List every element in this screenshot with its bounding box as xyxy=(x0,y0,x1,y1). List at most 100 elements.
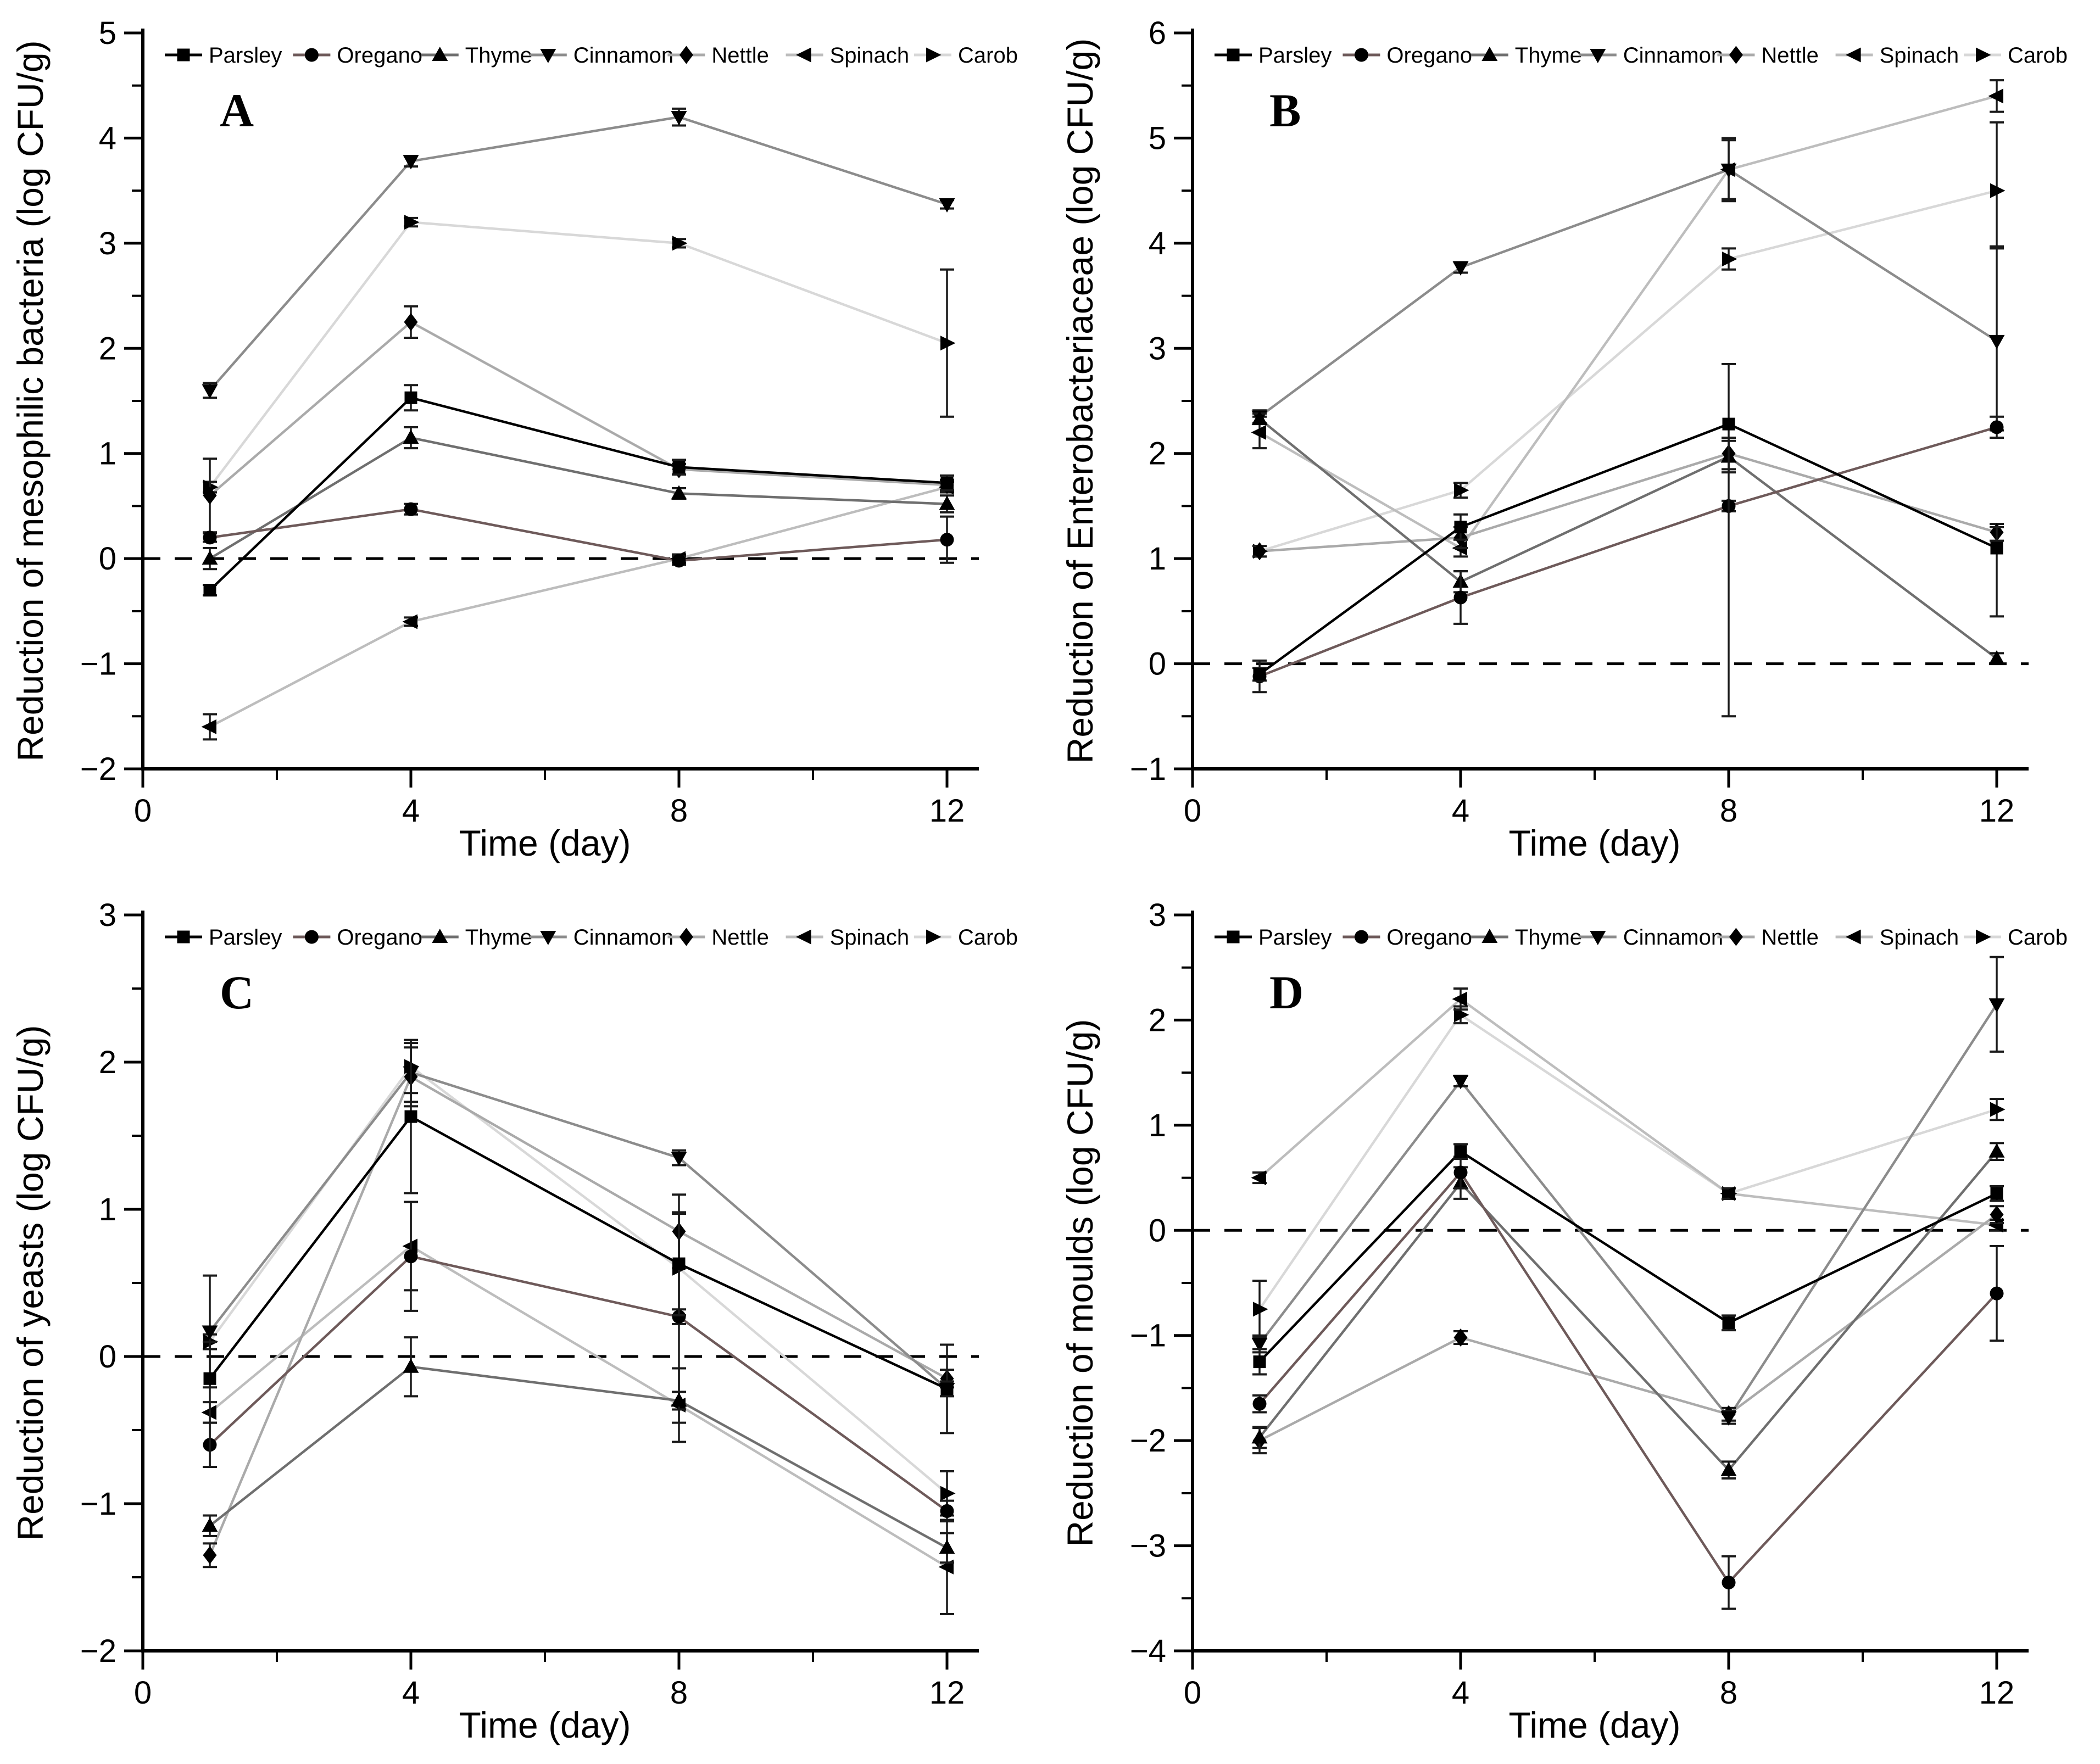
circle-marker xyxy=(304,930,319,944)
x-tick-label: 4 xyxy=(402,793,420,829)
legend-label: Oregano xyxy=(337,43,422,68)
triangle-left-marker xyxy=(1846,47,1861,63)
panel-letter: A xyxy=(220,84,254,137)
y-tick-label: 3 xyxy=(99,897,116,933)
circle-marker xyxy=(940,1504,954,1518)
series-points-spinach xyxy=(201,1201,954,1615)
y-axis-title: Reduction of Enterobacteriaceae (log CFU… xyxy=(1060,38,1100,764)
legend-label: Parsley xyxy=(1258,43,1332,68)
triangle-up-marker xyxy=(939,1539,955,1554)
panel-a: 5 4 3 2 1 0 −1 −2 0 4 8 12 Parsley Oregano Thyme Cinnam… xyxy=(0,0,1050,882)
series-points-thyme xyxy=(1251,410,2005,665)
diamond-marker xyxy=(1252,542,1267,561)
square-marker xyxy=(203,584,216,597)
circle-marker xyxy=(940,533,954,547)
legend: Parsley Oregano Thyme Cinnamon Nettle Spinach… xyxy=(1215,925,2068,950)
legend-label: Carob xyxy=(2008,43,2068,68)
legend-label: Thyme xyxy=(1515,925,1582,950)
square-marker xyxy=(1454,521,1467,534)
triangle-down-marker xyxy=(540,49,556,63)
square-marker xyxy=(940,1382,954,1395)
triangle-right-marker xyxy=(1976,47,1991,63)
circle-marker xyxy=(1354,48,1368,62)
circle-marker xyxy=(1990,420,2004,434)
y-tick-label: −1 xyxy=(80,1486,116,1522)
triangle-down-marker xyxy=(1590,49,1606,63)
y-tick-label: 3 xyxy=(1149,331,1166,366)
triangle-up-marker xyxy=(1481,929,1498,943)
diamond-marker xyxy=(679,928,693,946)
legend-label: Spinach xyxy=(1880,925,1959,950)
circle-marker xyxy=(1354,930,1368,944)
series-line-carob xyxy=(1259,189,1997,552)
series-points-nettle xyxy=(203,305,954,534)
triangle-right-marker xyxy=(404,215,420,230)
diamond-marker xyxy=(404,312,418,331)
y-tick-label: 4 xyxy=(99,120,116,156)
legend-label: Cinnamon xyxy=(1623,925,1723,950)
y-tick-label: 0 xyxy=(99,1339,116,1375)
legend: Parsley Oregano Thyme Cinnamon Nettle Spinach… xyxy=(165,925,1018,950)
panel-c-chart: 3 2 1 0 −1 −2 0 4 8 12 Parsley Oregano Thyme Cinnamon… xyxy=(10,897,1018,1745)
legend: Parsley Oregano Thyme Cinnamon Nettle Spinach… xyxy=(1215,43,2068,68)
x-tick-label: 0 xyxy=(1184,1675,1201,1711)
circle-marker xyxy=(1252,1397,1267,1411)
y-tick-label: 2 xyxy=(99,1045,116,1080)
series-line-oregano xyxy=(209,507,948,562)
triangle-down-marker xyxy=(1720,163,1737,178)
plot-area: 3 2 1 0 −1 −2 −3 −4 0 4 8 12 Parsley Oregano Thyme Cinn… xyxy=(1060,897,2068,1745)
series-line-cinnamon xyxy=(209,1071,948,1390)
y-tick-label: 4 xyxy=(1149,226,1166,261)
triangle-down-marker xyxy=(403,155,419,170)
triangle-down-marker xyxy=(1988,998,2005,1013)
series-line-cinnamon xyxy=(209,115,948,392)
series-points-carob xyxy=(203,1039,956,1517)
series-line-spinach xyxy=(1258,94,1997,550)
legend-label: Spinach xyxy=(830,43,910,68)
triangle-up-marker xyxy=(202,1517,218,1532)
y-tick-label: −1 xyxy=(80,646,116,682)
triangle-up-marker xyxy=(1481,47,1498,61)
legend-label: Spinach xyxy=(830,925,910,950)
triangle-left-marker xyxy=(1988,1218,2003,1233)
y-tick-label: 6 xyxy=(1149,15,1166,51)
series-line-carob xyxy=(209,1065,948,1494)
x-tick-label: 0 xyxy=(134,793,152,829)
triangle-up-marker xyxy=(1251,1429,1268,1444)
y-tick-label: −2 xyxy=(80,1633,116,1669)
y-tick-label: 2 xyxy=(1149,1002,1166,1038)
triangle-left-marker xyxy=(201,719,216,734)
square-marker xyxy=(404,1110,417,1123)
diamond-marker xyxy=(679,46,693,64)
triangle-left-marker xyxy=(1720,1186,1735,1201)
y-tick-label: 5 xyxy=(1149,120,1166,156)
square-marker xyxy=(1722,417,1735,431)
triangle-right-marker xyxy=(926,929,942,945)
series-points-nettle xyxy=(1252,1205,2004,1455)
triangle-down-marker xyxy=(1988,334,2005,349)
square-marker xyxy=(404,391,417,404)
circle-marker xyxy=(1453,1165,1468,1180)
legend-label: Nettle xyxy=(1761,43,1819,68)
diamond-marker xyxy=(1729,46,1743,64)
x-axis-title: Time (day) xyxy=(1509,1705,1681,1745)
panel-letter: B xyxy=(1269,84,1301,137)
legend-label: Nettle xyxy=(711,43,769,68)
triangle-down-marker xyxy=(1720,1411,1737,1426)
series-points-thyme xyxy=(202,1336,955,1564)
series-line-spinach xyxy=(209,485,948,728)
circle-marker xyxy=(672,554,686,568)
triangle-right-marker xyxy=(1454,1007,1469,1023)
triangle-left-marker xyxy=(1251,1170,1266,1186)
triangle-right-marker xyxy=(1722,252,1737,267)
series-points-carob xyxy=(1252,1005,2006,1339)
y-tick-label: 2 xyxy=(99,331,116,366)
series-line-thyme xyxy=(1258,417,1998,660)
triangle-down-marker xyxy=(1590,931,1606,945)
legend-label: Oregano xyxy=(1386,925,1472,950)
square-marker xyxy=(1722,1316,1735,1330)
circle-marker xyxy=(404,1249,418,1264)
triangle-right-marker xyxy=(940,336,956,351)
circle-marker xyxy=(672,1310,686,1324)
series-points-parsley xyxy=(1252,1143,2004,1376)
